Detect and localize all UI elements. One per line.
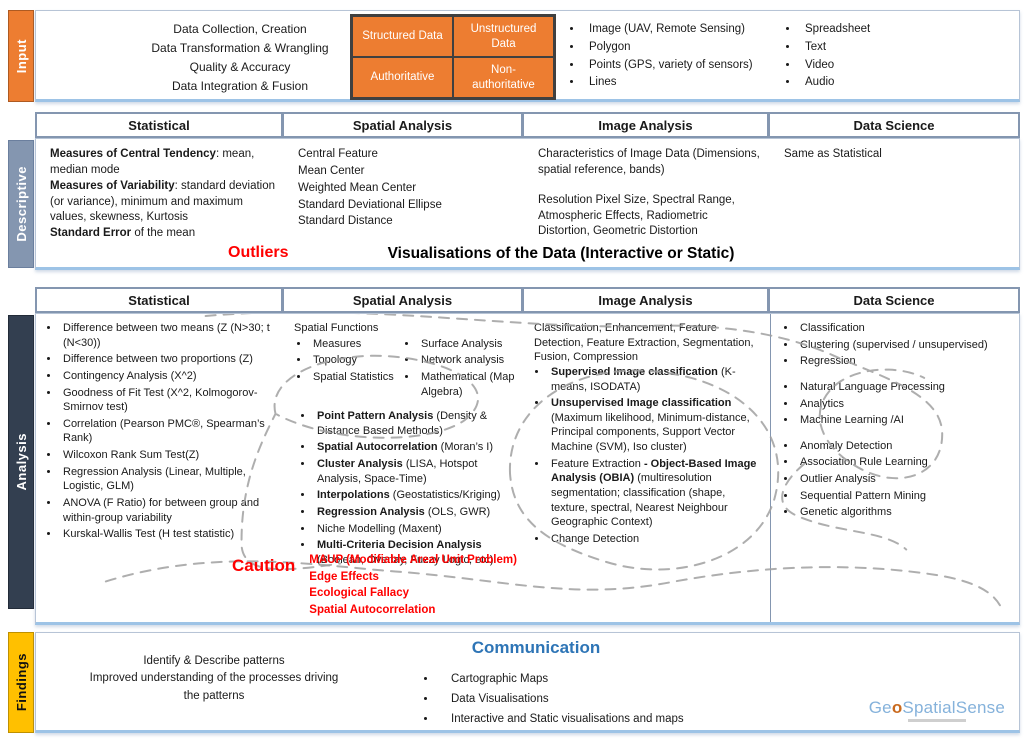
caution-warning: Caution: [232, 556, 296, 575]
descriptive-label-text: Descriptive: [13, 166, 29, 242]
data-quadrant: Structured Data Unstructured Data Author…: [350, 14, 556, 100]
spatial-methods-list: Point Pattern Analysis (Density & Distan…: [300, 409, 518, 567]
input-pipeline-steps: Data Collection, Creation Data Transforma…: [151, 22, 329, 93]
spatial-functions-intro: Spatial Functions: [294, 322, 379, 334]
spatial-data-types-list: Image (UAV, Remote Sensing)PolygonPoints…: [568, 21, 795, 92]
descriptive-box: Measures of Central Tendency: mean, medi…: [35, 138, 1020, 270]
caution-items-list: MAUP (Modifiable Areal Unit Problem) Edge…: [309, 554, 517, 617]
analysis-label-text: Analysis: [13, 433, 29, 491]
image-characteristics-text: Characteristics of Image Data (Dimension…: [538, 148, 760, 176]
caution-block: Caution MAUP (Modifiable Areal Unit Prob…: [232, 552, 517, 619]
analysis-data-science-cell: ClassificationClustering (supervised / u…: [770, 314, 1019, 622]
communication-title: Communication: [471, 638, 601, 657]
quadrant-non-authoritative: Non-authoritative: [453, 57, 554, 98]
findings-box: Identify & Describe patterns Improved und…: [35, 632, 1020, 733]
input-label-text: Input: [13, 38, 29, 74]
header-spatial-analysis: Spatial Analysis: [283, 287, 523, 313]
image-analysis-intro: Classification, Enhancement, Feature Det…: [534, 322, 754, 364]
input-section-label: Input: [8, 10, 34, 102]
media-data-types-list: SpreadsheetTextVideoAudio: [784, 21, 1024, 92]
findings-label-text: Findings: [13, 653, 29, 712]
descriptive-section: Statistical Spatial Analysis Image Analy…: [8, 112, 1020, 270]
descriptive-image-text: Characteristics of Image Data (Dimension…: [524, 139, 770, 267]
image-resolution-text: Resolution Pixel Size, Spectral Range, A…: [538, 193, 735, 238]
header-data-science: Data Science: [769, 287, 1020, 313]
data-science-group-3: Anomaly DetectionAssociation Rule Learni…: [783, 439, 1013, 520]
communication-outputs-list: Cartographic MapsData VisualisationsInte…: [422, 671, 857, 730]
geospatialsense-logo: GeoSpatialSense: [869, 698, 1005, 722]
quadrant-authoritative: Authoritative: [352, 57, 453, 98]
quadrant-unstructured: Unstructured Data: [453, 16, 554, 57]
quadrant-structured: Structured Data: [352, 16, 453, 57]
spatial-functions-right-list: Surface AnalysisNetwork analysisMathemat…: [404, 337, 518, 402]
findings-section: Findings Identify & Describe patterns Imp…: [8, 632, 1020, 733]
logo-suffix: SpatialSense: [902, 698, 1005, 717]
analysis-box: Difference between two means (Z (N>30; t…: [35, 313, 1020, 625]
visualisations-caption: Visualisations of the Data (Interactive …: [387, 245, 735, 262]
spatial-functions-left-list: MeasuresTopologySpatial Statistics: [296, 337, 400, 402]
logo-o-mark: o: [891, 698, 903, 717]
descriptive-statistical-text: Measures of Central Tendency: mean, medi…: [50, 148, 276, 240]
header-image-analysis: Image Analysis: [523, 112, 769, 138]
header-spatial-analysis: Spatial Analysis: [283, 112, 523, 138]
header-image-analysis: Image Analysis: [523, 287, 769, 313]
input-box: Data Collection, Creation Data Transforma…: [35, 10, 1020, 102]
logo-prefix: Ge: [868, 698, 892, 717]
image-methods-list: Supervised Image classification (K-means…: [534, 365, 764, 547]
header-statistical: Statistical: [35, 287, 283, 313]
descriptive-section-label: Descriptive: [8, 140, 34, 268]
analysis-section-label: Analysis: [8, 315, 34, 609]
analysis-column-headers: Statistical Spatial Analysis Image Analy…: [35, 287, 1020, 313]
descriptive-spatial-text: Central Feature Mean Center Weighted Mean …: [298, 148, 442, 228]
header-statistical: Statistical: [35, 112, 283, 138]
descriptive-data-science-text: Same as Statistical: [784, 148, 882, 160]
analysis-image-cell: Classification, Enhancement, Feature Det…: [524, 314, 770, 622]
statistical-methods-list: Difference between two means (Z (N>30; t…: [46, 321, 278, 542]
logo-fineprint: [907, 719, 966, 722]
findings-summary: Identify & Describe patterns Improved und…: [89, 655, 339, 702]
outliers-warning: Outliers: [228, 244, 289, 261]
descriptive-column-headers: Statistical Spatial Analysis Image Analy…: [35, 112, 1020, 138]
header-data-science: Data Science: [769, 112, 1020, 138]
data-science-group-1: ClassificationClustering (supervised / u…: [783, 321, 1013, 369]
input-section: Input Data Collection, Creation Data Tran…: [8, 10, 1020, 102]
data-science-group-2: Natural Language ProcessingAnalyticsMach…: [783, 380, 1013, 428]
analysis-section: Statistical Spatial Analysis Image Analy…: [8, 287, 1020, 625]
findings-section-label: Findings: [8, 632, 34, 733]
